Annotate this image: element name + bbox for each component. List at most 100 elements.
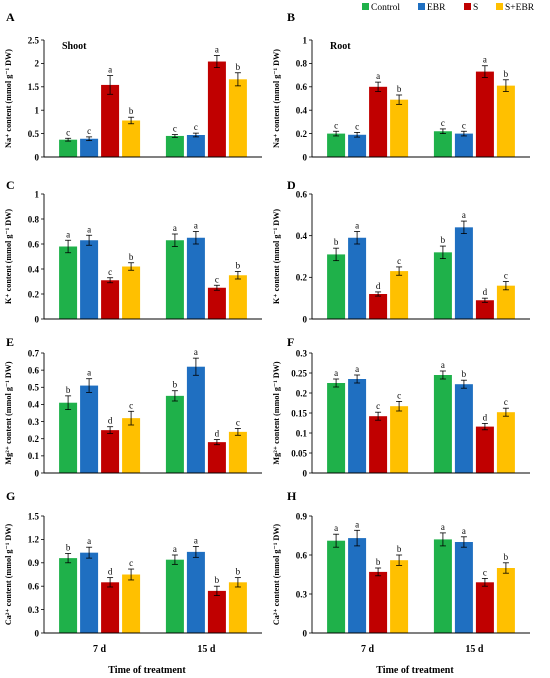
bar-control-1	[165, 559, 184, 633]
x-category-label: 15 d	[465, 644, 484, 655]
y-tick-label: 0.6	[296, 82, 308, 92]
bar-sebr-0	[122, 418, 141, 473]
chart-panel-h: H 0 0.3 0.6 0.9 Ca²⁺ content (mmol g⁻¹ DW) a a a…	[272, 489, 530, 676]
panel-letter: E	[6, 335, 14, 349]
significance-letter: a	[355, 519, 359, 529]
significance-letter: c	[483, 567, 487, 577]
significance-letter: c	[397, 390, 401, 400]
significance-letter: d	[108, 416, 113, 426]
y-tick-label: 0.4	[296, 106, 308, 116]
y-tick-label: 1.5	[28, 511, 40, 521]
y-tick-label: 0.2	[28, 434, 40, 444]
x-category-label: 7 d	[361, 644, 375, 655]
chart-panel-g: G 0 0.3 0.6 0.9 1.2 1.5 Ca²⁺ content (mmol g⁻¹ …	[4, 489, 262, 676]
y-tick-label: 0.2	[28, 289, 40, 299]
significance-letter: a	[194, 347, 198, 357]
y-axis-label: Ca²⁺ content (mmol g⁻¹ DW)	[4, 524, 13, 626]
significance-letter: a	[87, 224, 91, 234]
bar-ebr-1	[454, 133, 473, 157]
significance-letter: a	[194, 221, 198, 231]
legend-label: Control	[371, 3, 400, 13]
y-tick-label: 0	[35, 152, 40, 162]
y-tick-label: 0.05	[291, 448, 307, 458]
significance-letter: b	[236, 62, 241, 72]
significance-letter: a	[462, 210, 466, 220]
bar-ebr-0	[348, 237, 367, 319]
bar-sebr-1	[496, 285, 515, 319]
y-tick-label: 0	[35, 468, 40, 478]
y-tick-label: 0	[303, 628, 308, 638]
bar-s-1	[207, 590, 226, 633]
bar-control-0	[327, 133, 346, 157]
significance-letter: c	[129, 400, 133, 410]
significance-letter: b	[215, 575, 220, 585]
y-tick-label: 0.1	[28, 451, 40, 461]
y-tick-label: 0.4	[296, 231, 308, 241]
bar-control-1	[433, 375, 452, 473]
significance-letter: b	[66, 385, 71, 395]
significance-letter: b	[504, 552, 509, 562]
y-tick-label: 0	[303, 152, 308, 162]
significance-letter: b	[462, 369, 467, 379]
bar-sebr-1	[496, 85, 515, 157]
bar-ebr-0	[80, 385, 99, 473]
significance-letter: c	[462, 120, 466, 130]
bar-sebr-0	[390, 99, 409, 157]
significance-letter: c	[504, 397, 508, 407]
y-tick-label: 0.2	[296, 129, 308, 139]
significance-letter: c	[194, 122, 198, 132]
bar-ebr-0	[80, 552, 99, 633]
panel-inset-label: Shoot	[62, 41, 87, 52]
bar-s-0	[101, 430, 120, 473]
y-tick-label: 0	[303, 468, 308, 478]
panel-letter: B	[287, 10, 295, 24]
significance-letter: c	[397, 256, 401, 266]
bar-sebr-0	[390, 406, 409, 473]
bar-ebr-0	[348, 538, 367, 633]
bar-sebr-0	[122, 574, 141, 633]
significance-letter: b	[441, 235, 446, 245]
significance-letter: d	[376, 281, 381, 291]
significance-letter: b	[376, 557, 381, 567]
bar-s-1	[207, 287, 226, 319]
significance-letter: b	[173, 380, 178, 390]
y-tick-label: 1.2	[28, 535, 40, 545]
bar-sebr-0	[122, 266, 141, 319]
bar-control-1	[165, 135, 184, 157]
significance-letter: c	[441, 118, 445, 128]
y-tick-label: 0.9	[296, 511, 308, 521]
y-tick-label: 1	[35, 106, 40, 116]
bar-s-1	[207, 442, 226, 473]
significance-letter: a	[376, 71, 380, 81]
y-tick-label: 0	[303, 314, 308, 324]
significance-letter: a	[215, 44, 219, 54]
panel-letter: C	[6, 178, 15, 192]
y-tick-label: 0.8	[28, 214, 40, 224]
significance-letter: a	[173, 544, 177, 554]
significance-letter: a	[108, 65, 112, 75]
significance-letter: a	[441, 360, 445, 370]
y-axis-label: K⁺ content (mmol g⁻¹ DW)	[4, 209, 13, 305]
y-tick-label: 1	[35, 189, 40, 199]
bar-ebr-1	[186, 135, 205, 157]
bar-control-1	[165, 395, 184, 473]
bar-sebr-1	[228, 275, 247, 319]
y-tick-label: 0.3	[28, 417, 40, 427]
y-tick-label: 0.6	[296, 550, 308, 560]
significance-letter: a	[194, 535, 198, 545]
bar-s-1	[475, 582, 494, 633]
bar-ebr-0	[348, 134, 367, 157]
bar-control-0	[59, 139, 78, 157]
y-tick-label: 1	[303, 35, 308, 45]
significance-letter: b	[504, 69, 509, 79]
significance-letter: b	[66, 542, 71, 552]
y-tick-label: 0.5	[28, 383, 40, 393]
significance-letter: c	[87, 126, 91, 136]
y-tick-label: 0.6	[28, 365, 40, 375]
significance-letter: a	[483, 55, 487, 65]
bar-sebr-1	[228, 582, 247, 633]
bar-s-0	[369, 86, 388, 157]
bar-ebr-1	[186, 551, 205, 633]
bar-s-1	[475, 300, 494, 319]
y-tick-label: 0	[35, 628, 40, 638]
